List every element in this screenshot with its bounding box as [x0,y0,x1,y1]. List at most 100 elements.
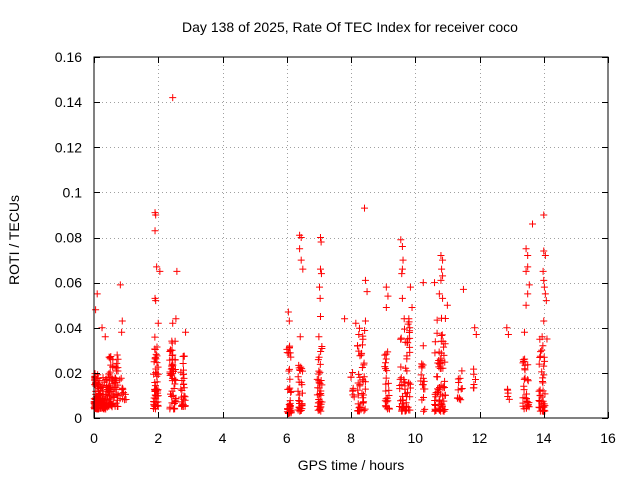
data-point [524,377,532,385]
data-point [356,381,364,389]
data-point [317,347,325,355]
data-point [522,245,530,253]
data-point [436,406,444,414]
data-point [541,402,549,410]
data-point [384,348,392,356]
data-point [361,385,369,393]
data-point [541,390,549,398]
data-point [524,263,532,271]
data-point [105,382,113,390]
data-point [168,399,176,407]
data-point [350,393,358,401]
data-point [150,405,158,413]
data-point [540,276,548,284]
data-point [504,331,512,339]
data-point [361,378,369,386]
data-point [358,341,366,349]
data-point [381,397,389,405]
data-point [439,384,447,392]
data-point [169,94,177,102]
data-point [105,353,113,361]
data-point [524,361,532,369]
data-point [539,342,547,350]
data-point [154,370,162,378]
data-point [404,403,412,411]
data-point [520,375,528,383]
data-point [397,334,405,342]
data-point [540,353,548,361]
data-point [504,386,512,394]
data-point [150,358,158,366]
data-point [109,400,117,408]
data-point [398,270,406,278]
data-point [406,348,414,356]
data-point [118,328,126,336]
data-point [154,319,162,327]
data-point [401,390,409,398]
data-point [401,407,409,415]
data-point [539,379,547,387]
y-tick-label: 0.1 [63,184,83,200]
data-point [397,236,405,244]
data-point [443,301,451,309]
data-point [297,234,305,241]
data-point [353,342,361,350]
data-point [431,279,439,287]
data-point [105,370,113,378]
data-point [522,404,530,412]
data-point [286,375,294,383]
data-point [166,403,174,411]
data-point [436,396,444,404]
data-point [313,391,321,399]
data-point [354,400,362,408]
data-point [419,342,427,350]
data-point [93,290,101,298]
data-point [543,335,551,343]
data-point [316,397,324,405]
data-point [398,294,406,302]
data-point [524,290,532,298]
data-point [438,265,446,273]
data-point [168,360,176,368]
data-point [382,283,390,291]
data-point [354,391,362,399]
data-point [402,399,410,407]
data-point [151,345,159,353]
data-point [178,377,186,385]
data-point [117,374,125,382]
data-point [472,331,480,339]
data-point [113,351,121,359]
y-tick-label: 0.16 [55,49,82,65]
data-point [435,348,443,356]
data-point [519,399,527,407]
data-point [524,252,532,260]
data-point [359,398,367,406]
data-point [296,405,304,413]
data-point [469,384,477,392]
data-point [535,360,543,368]
x-tick-label: 10 [407,430,423,446]
data-point [454,386,462,394]
data-point [540,317,548,325]
data-point [439,402,447,410]
data-point [523,397,531,405]
data-point [400,376,408,384]
data-point [114,364,122,372]
data-point [435,360,443,368]
data-point [172,394,180,402]
data-point [361,327,369,335]
data-point [151,333,159,341]
data-point [315,384,323,392]
x-axis-label: GPS time / hours [298,457,405,473]
data-point [106,354,114,362]
data-point [418,396,426,404]
data-point [383,367,391,375]
data-point [317,403,325,411]
data-point [151,385,159,393]
data-point [360,373,368,381]
x-tick-label: 0 [90,430,98,446]
chart-title: Day 138 of 2025, Rate Of TEC Index for r… [182,19,518,35]
data-point [287,353,295,361]
data-point [109,390,117,398]
data-point [434,405,442,413]
